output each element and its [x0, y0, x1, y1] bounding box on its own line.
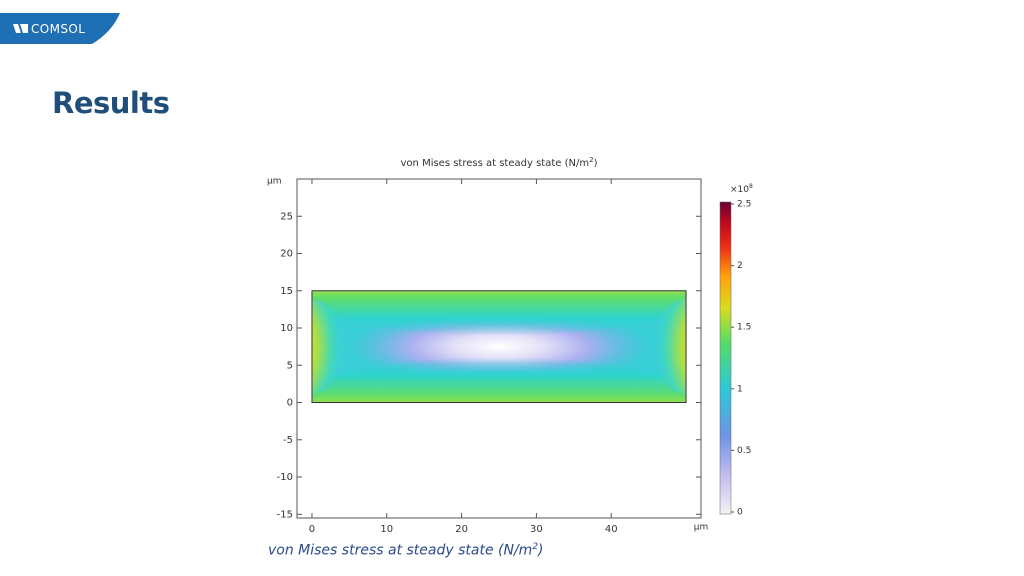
x-tick-label: 10: [380, 524, 393, 535]
colorbar-tick-label: 2.5: [737, 200, 751, 210]
colorbar-tick-label: 0: [737, 508, 743, 518]
comsol-logo-badge: [0, 13, 120, 44]
high-stress-top-band: [311, 290, 687, 336]
y-tick-label: 10: [280, 323, 293, 334]
y-tick-label: 20: [280, 249, 293, 260]
chart-title: von Mises stress at steady state (N/m2): [401, 156, 598, 169]
y-axis-unit-label: µm: [267, 177, 282, 187]
figure-caption: von Mises stress at steady state (N/m2): [268, 542, 544, 559]
left-edge-stress: [311, 299, 346, 394]
y-tick-label: -10: [277, 472, 293, 483]
y-tick-label: -15: [277, 509, 293, 520]
x-tick-label: 30: [530, 524, 543, 535]
colorbar-tick-label: 2: [737, 261, 743, 271]
x-axis-unit-label: µm: [694, 523, 709, 533]
x-tick-label: 40: [605, 524, 618, 535]
comsol-logo-icon: [13, 24, 28, 33]
colorbar: [719, 201, 732, 515]
caption-superscript: 2: [532, 542, 539, 552]
colorbar-tick-label: 1: [737, 384, 743, 394]
colorbar-tick-label: 0.5: [737, 446, 751, 456]
page-title: Results: [52, 86, 170, 120]
x-tick-label: 20: [455, 524, 468, 535]
colorbar-tick-label: 1.5: [737, 323, 751, 333]
x-tick-label: 0: [309, 524, 315, 535]
y-tick-label: -5: [283, 435, 293, 446]
right-edge-stress: [652, 299, 687, 394]
plot-axes-frame: [296, 178, 702, 519]
y-tick-label: 0: [287, 398, 293, 409]
y-tick-label: 25: [280, 211, 293, 222]
y-tick-label: 15: [280, 286, 293, 297]
y-tick-label: 5: [287, 360, 293, 371]
stress-field-heatmap: [311, 290, 687, 403]
domain-boundary: [311, 290, 687, 404]
colorbar-multiplier: ×108: [730, 183, 753, 195]
comsol-logo-text: COMSOL: [31, 22, 86, 36]
high-stress-bottom-band: [311, 357, 687, 403]
